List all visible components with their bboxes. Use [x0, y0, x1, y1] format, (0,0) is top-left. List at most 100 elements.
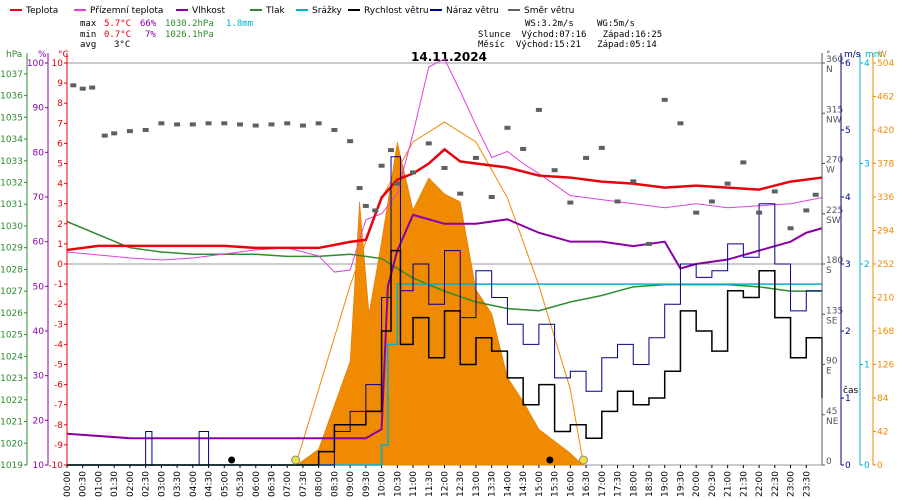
max-label: max	[80, 19, 97, 29]
sunset-marker	[578, 455, 588, 465]
x-tick-label: 07:00	[283, 471, 293, 497]
direction-tick-compass: S	[826, 266, 832, 276]
wind-direction-point	[425, 141, 432, 146]
wind-direction-point	[89, 85, 96, 90]
legend-label: Směr větru	[524, 6, 574, 16]
x-tick-label: 02:00	[126, 471, 136, 497]
percent-axis-tick-label: 10	[33, 461, 45, 471]
rain-tick-label: 3	[864, 160, 870, 170]
direction-tick-label: 225	[826, 206, 843, 216]
wind-direction-point	[771, 189, 778, 194]
solar-tick-label: 462	[877, 93, 894, 103]
x-tick-label: 18:00	[629, 471, 639, 497]
sunrise-marker	[291, 455, 301, 465]
x-tick-label: 07:30	[299, 471, 309, 497]
x-tick-label: 08:30	[330, 471, 340, 497]
wind-direction-point	[535, 107, 542, 112]
x-tick-label: 11:30	[425, 471, 435, 497]
wind-direction-point	[142, 128, 149, 132]
wind-direction-point	[756, 210, 763, 215]
sun-moon-info: WS:3.2m/s WG:5m/s Slunce Východ:07:16 Zá…	[478, 19, 662, 50]
temperature-line	[66, 147, 823, 252]
legend-label: Tlak	[265, 6, 286, 16]
celsius-axis-tick-label: -3	[54, 320, 63, 330]
hpa-axis-tick-label: 1023	[0, 374, 23, 384]
min-hum: 7%	[145, 30, 156, 40]
celsius-axis-tick-label: -10	[48, 461, 63, 471]
x-tick-label: 16:00	[566, 471, 576, 497]
wind-direction-point	[504, 125, 511, 130]
celsius-axis-tick-label: -6	[54, 381, 63, 391]
chart-axes: 1019102010211022102310241025102610271028…	[0, 53, 894, 471]
max-press: 1030.2hPa	[165, 19, 214, 29]
x-tick-label: 05:30	[236, 471, 246, 497]
x-tick-label: 22:30	[771, 471, 781, 497]
hpa-unit: hPa	[6, 50, 22, 60]
percent-unit: %	[38, 50, 47, 60]
wind-direction-point	[388, 148, 395, 153]
direction-tick-label: 45	[826, 407, 837, 417]
moonset-marker	[228, 456, 236, 464]
solar-series	[295, 121, 585, 466]
solar-tick-label: 42	[877, 428, 888, 438]
percent-axis-tick-label: 90	[33, 104, 45, 114]
x-tick-label: 15:30	[551, 471, 561, 497]
hpa-axis-tick-label: 1027	[0, 287, 23, 297]
celsius-axis-tick-label: 0	[57, 260, 63, 270]
wind-direction-point	[472, 155, 479, 160]
direction-tick-compass: SW	[826, 216, 841, 226]
solar-tick-label: 84	[877, 394, 889, 404]
theoretical-solar-line	[295, 121, 585, 466]
min-temp: 0.7°C	[104, 30, 131, 40]
max-temp: 5.7°C	[104, 19, 131, 29]
direction-tick-label: 270	[826, 156, 843, 166]
celsius-axis-tick-label: 6	[57, 139, 63, 149]
sun-info: Slunce Východ:07:16 Západ:16:25	[478, 30, 662, 40]
direction-tick-compass: N	[826, 65, 833, 75]
solar-tick-label: 252	[877, 260, 894, 270]
wind-direction-point	[598, 145, 605, 150]
percent-axis-tick-label: 80	[33, 148, 45, 158]
percent-axis-tick-label: 20	[33, 416, 45, 426]
x-tick-label: 01:30	[110, 471, 120, 497]
wind-direction-point	[205, 121, 212, 126]
legend-label: Rychlost větru	[364, 6, 429, 16]
wind-direction-point	[740, 160, 747, 165]
wind-direction-point	[362, 203, 369, 208]
x-tick-label: 05:00	[220, 471, 230, 497]
x-tick-label: 03:00	[157, 471, 167, 497]
wind-speed-line	[67, 249, 823, 466]
wind-direction-point	[520, 146, 527, 151]
solar-unit: W	[878, 50, 887, 60]
wind-direction-point	[457, 191, 464, 196]
percent-axis-tick-label: 50	[33, 282, 45, 292]
legend-label: Teplota	[25, 6, 58, 16]
min-press: 1026.1hPa	[165, 30, 214, 40]
percent-axis-tick-label: 30	[33, 372, 45, 382]
rain-tick-label: 2	[864, 260, 870, 270]
solar-tick-label: 210	[877, 294, 894, 304]
data-series	[66, 58, 823, 466]
wind-direction-point	[693, 210, 700, 215]
x-tick-label: 10:30	[393, 471, 403, 497]
wind-direction-point	[101, 133, 108, 138]
wind-direction-point	[189, 122, 196, 127]
percent-axis-tick-label: 70	[33, 193, 45, 203]
wind-direction-point	[645, 241, 652, 246]
x-tick-label: 00:30	[79, 471, 89, 497]
x-tick-label: 04:00	[189, 471, 199, 497]
direction-tick-compass: W	[826, 166, 835, 176]
direction-tick-label: 180	[826, 256, 843, 266]
celsius-axis-tick-label: -4	[54, 340, 63, 350]
time-axis-label: čas	[843, 385, 858, 396]
hpa-axis-tick-label: 1022	[0, 396, 23, 406]
hpa-axis-tick-label: 1029	[0, 244, 23, 254]
direction-tick-compass: SE	[826, 316, 838, 326]
wind-tick-label: 5	[845, 126, 851, 136]
x-tick-label: 17:30	[614, 471, 624, 497]
wind-direction-point	[158, 121, 165, 126]
avg-temp: 3°C	[114, 40, 130, 50]
humidity-line	[66, 213, 823, 440]
x-tick-label: 08:00	[315, 471, 325, 497]
